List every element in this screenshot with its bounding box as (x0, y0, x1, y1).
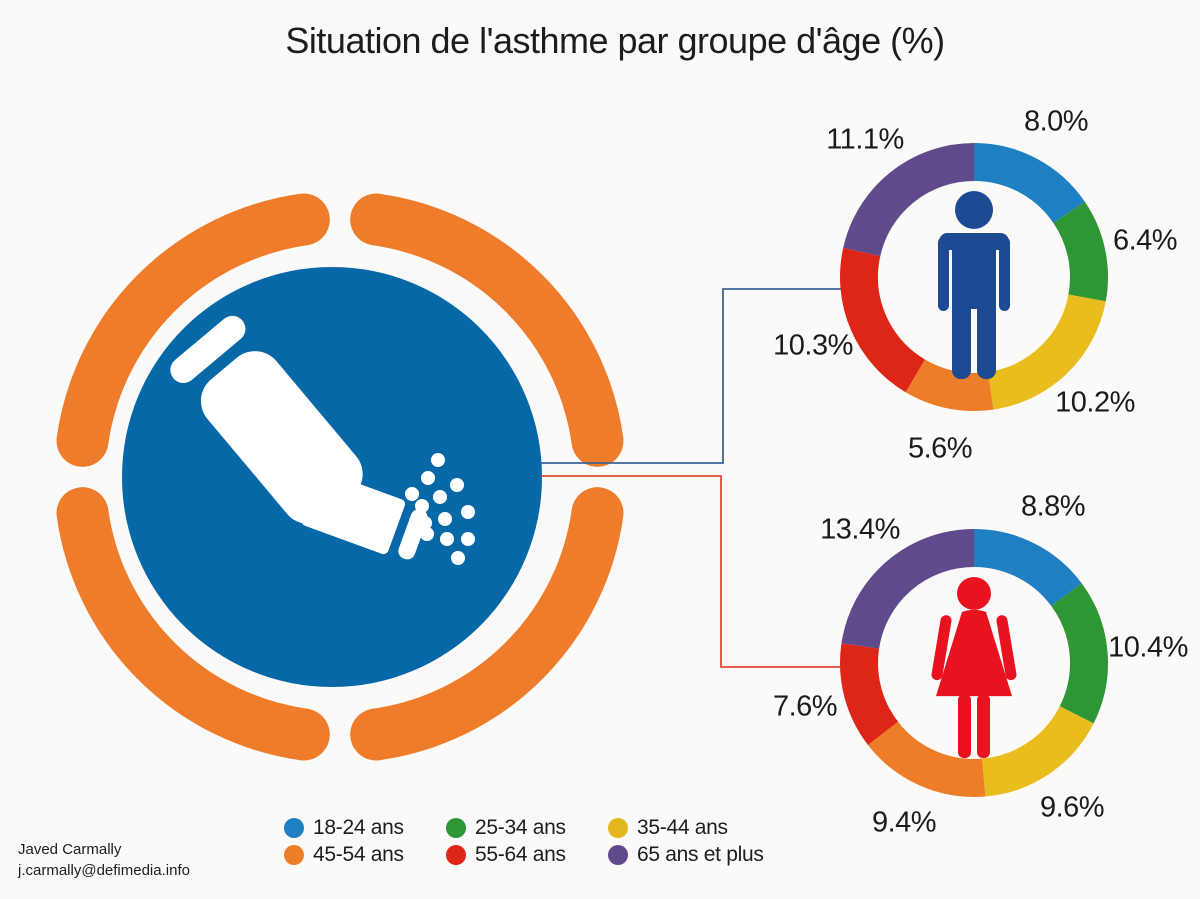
donut-value-label: 6.4% (1112, 224, 1178, 257)
donut-segment-18-24-ans (973, 143, 1085, 224)
legend-dot (284, 817, 304, 838)
legend-label: 18-24 ans (313, 815, 404, 839)
legend-item: 18-24 ans (284, 816, 446, 840)
legend-dot (608, 817, 628, 838)
donut-segment-35-44-ans (981, 705, 1094, 797)
donut-segment-55-64-ans (840, 643, 899, 745)
legend-dot (284, 844, 304, 865)
legend-dot (446, 844, 466, 865)
donut-segment-25-34-ans (1053, 201, 1108, 302)
donut-value-label: 10.4% (1108, 631, 1188, 664)
legend-label: 45-54 ans (313, 842, 404, 866)
donut-segment-18-24-ans (973, 529, 1082, 607)
donut-segment-65-ans-et-plus (843, 143, 975, 257)
legend-item: 35-44 ans (608, 816, 770, 840)
legend-item: 55-64 ans (446, 843, 608, 867)
donut-value-label: 5.6% (907, 432, 973, 465)
credit: Javed Carmally j.carmally@defimedia.info (18, 839, 190, 881)
legend: 18-24 ans 25-34 ans 35-44 ans 45-54 ans 55-6… (284, 814, 770, 868)
legend-dot (608, 844, 628, 865)
legend-item: 65 ans et plus (608, 843, 770, 867)
donut-segment-55-64-ans (840, 247, 926, 393)
legend-label: 55-64 ans (475, 842, 566, 866)
donut-value-label: 8.0% (1023, 105, 1089, 138)
inhaler-icon (170, 315, 475, 565)
female-icon (931, 576, 1017, 759)
donut-segment-65-ans-et-plus (841, 529, 975, 650)
male-donut-chart (840, 143, 1108, 411)
legend-dot (446, 817, 466, 838)
legend-item: 45-54 ans (284, 843, 446, 867)
donut-value-label: 13.4% (820, 513, 900, 546)
legend-label: 35-44 ans (637, 815, 728, 839)
chart-title: Situation de l'asthme par groupe d'âge (… (285, 20, 945, 61)
legend-item: 25-34 ans (446, 816, 608, 840)
donut-segment-45-54-ans (867, 721, 986, 797)
female-donut-chart (840, 529, 1108, 797)
donut-segment-45-54-ans (905, 359, 994, 411)
hero-graphic (56, 193, 624, 761)
legend-label: 25-34 ans (475, 815, 566, 839)
donut-value-label: 9.6% (1039, 791, 1105, 824)
donut-value-label: 9.4% (871, 806, 937, 839)
donut-segment-35-44-ans (987, 293, 1106, 410)
legend-label: 65 ans et plus (637, 842, 764, 866)
credit-name: Javed Carmally (18, 841, 122, 858)
donut-value-label: 11.1% (826, 123, 904, 156)
male-icon (938, 191, 1010, 379)
credit-email: j.carmally@defimedia.info (18, 862, 190, 879)
donut-value-label: 7.6% (772, 690, 838, 723)
spray-dots (405, 453, 475, 565)
donut-value-label: 8.8% (1020, 490, 1086, 523)
donut-value-label: 10.2% (1055, 386, 1135, 419)
donut-value-label: 10.3% (773, 329, 853, 362)
donut-segment-25-34-ans (1050, 583, 1108, 724)
